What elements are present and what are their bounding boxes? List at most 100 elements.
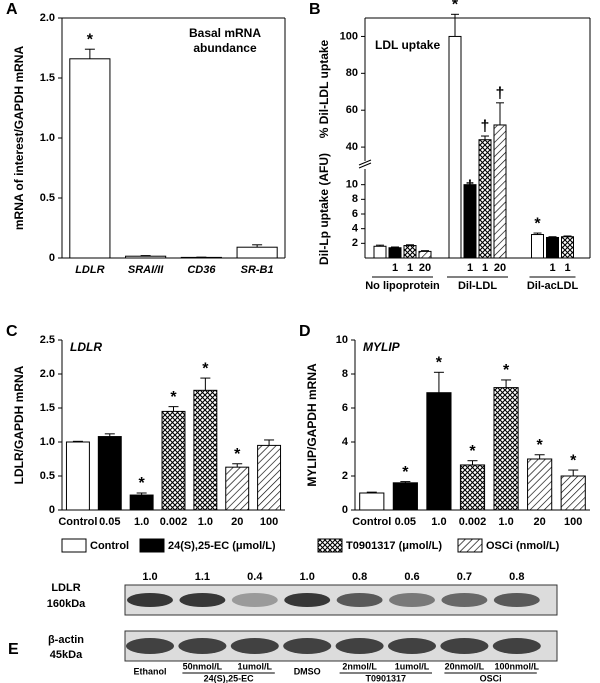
lane-label: 100nmol/L — [495, 661, 540, 671]
actin-band — [335, 638, 384, 654]
ldlr-band — [127, 593, 173, 607]
quantification: 1.0 — [142, 571, 157, 583]
quantification: 0.8 — [352, 571, 367, 583]
y-axis-label: % Dil-LDL uptake — [317, 39, 331, 138]
bar — [392, 482, 418, 511]
significance-marker: * — [503, 362, 510, 379]
bar — [560, 475, 586, 511]
bar — [426, 392, 452, 511]
significance-marker: * — [537, 437, 544, 454]
dose-label: 1 — [564, 262, 570, 274]
x-tick-label: 100 — [260, 516, 278, 528]
group-label: T0901317 — [366, 673, 407, 683]
x-tick-label: 1.0 — [431, 516, 446, 528]
x-tick-label: 20 — [534, 516, 546, 528]
axis-break — [358, 162, 372, 169]
x-tick-label: LDLR — [75, 264, 104, 276]
lane-label: DMSO — [294, 666, 321, 676]
bar — [373, 245, 387, 259]
bar — [359, 492, 385, 511]
y-tick-label: 0.5 — [40, 470, 55, 482]
dose-label: 20 — [494, 262, 506, 274]
y-tick-label: 4 — [352, 223, 359, 235]
y-tick-label: 80 — [346, 67, 358, 79]
bar — [459, 464, 486, 511]
x-tick-label: 0.05 — [99, 516, 120, 528]
actin-band — [492, 638, 541, 654]
lane-label: Ethanol — [134, 666, 167, 676]
ldlr-band — [231, 593, 278, 607]
x-tick-label: Control — [58, 516, 97, 528]
significance-marker: * — [87, 31, 94, 48]
significance-marker: * — [202, 360, 209, 377]
chart-title: LDL uptake — [375, 38, 440, 52]
annotation: abundance — [193, 41, 257, 55]
dose-label: 1 — [407, 262, 413, 274]
legend-label: 24(S),25-EC (μmol/L) — [168, 540, 276, 552]
bar — [69, 58, 111, 259]
ldlr-band — [389, 593, 435, 607]
y-tick-label: 1.5 — [40, 402, 55, 414]
x-tick-label: Dil-acLDL — [527, 280, 579, 292]
legend-label: T0901317 (μmol/L) — [346, 540, 442, 552]
row-size: 45kDa — [50, 649, 83, 661]
x-tick-label: 20 — [231, 516, 243, 528]
ldlr-band — [441, 593, 488, 607]
actin-band — [440, 638, 489, 654]
y-tick-label: 8 — [352, 193, 358, 205]
bar — [65, 441, 90, 511]
significance-marker: † — [481, 118, 490, 135]
legend-label: Control — [90, 540, 129, 552]
quantification: 0.7 — [457, 571, 472, 583]
significance-marker: * — [570, 452, 577, 469]
significance-marker: * — [436, 355, 443, 372]
y-axis-label: mRNA of interest/GAPDH mRNA — [12, 46, 26, 231]
bar — [493, 387, 519, 511]
y-axis-label: LDLR/GAPDH mRNA — [12, 365, 26, 484]
y-axis-label: Dil-Lp uptake (AFU) — [317, 153, 331, 265]
y-tick-label: 40 — [346, 141, 358, 153]
bar — [257, 444, 282, 511]
chart-title: LDLR — [70, 340, 102, 354]
bar — [493, 124, 507, 259]
row-size: 160kDa — [47, 598, 86, 610]
y-tick-label: 2.0 — [40, 12, 55, 24]
y-tick-label: 0 — [49, 504, 55, 516]
row-label: LDLR — [51, 582, 80, 594]
ldlr-band — [336, 593, 383, 607]
bar — [561, 236, 574, 259]
legend-swatch — [457, 538, 483, 553]
panel-label: B — [309, 1, 321, 18]
significance-marker: * — [170, 389, 177, 406]
y-tick-label: 6 — [342, 402, 348, 414]
legend-label: OSCi (nmol/L) — [486, 540, 560, 552]
dose-label: 1 — [482, 262, 488, 274]
y-tick-label: 4 — [342, 436, 349, 448]
bar — [236, 246, 278, 259]
bar — [129, 494, 154, 511]
panel-label: C — [6, 323, 18, 340]
ldlr-band — [179, 593, 226, 607]
bar — [403, 245, 417, 259]
y-tick-label: 0.5 — [40, 192, 55, 204]
quantification: 1.1 — [195, 571, 210, 583]
significance-marker: * — [452, 0, 459, 14]
chart-title: MYLIP — [363, 340, 401, 354]
y-tick-label: 8 — [342, 368, 348, 380]
significance-marker: † — [466, 178, 475, 195]
significance-marker: * — [139, 475, 146, 492]
bar — [193, 389, 218, 511]
dose-label: 20 — [419, 262, 431, 274]
y-tick-label: 1.5 — [40, 72, 55, 84]
bar — [161, 410, 186, 511]
quantification: 0.4 — [247, 571, 263, 583]
quantification: 0.6 — [404, 571, 419, 583]
panel-label: A — [6, 1, 18, 18]
lane-label: 2nmol/L — [342, 661, 377, 671]
y-tick-label: 2 — [342, 470, 348, 482]
dose-label: 1 — [392, 262, 398, 274]
ldlr-band — [493, 593, 540, 607]
x-tick-label: CD36 — [187, 264, 216, 276]
significance-marker: * — [234, 446, 241, 463]
